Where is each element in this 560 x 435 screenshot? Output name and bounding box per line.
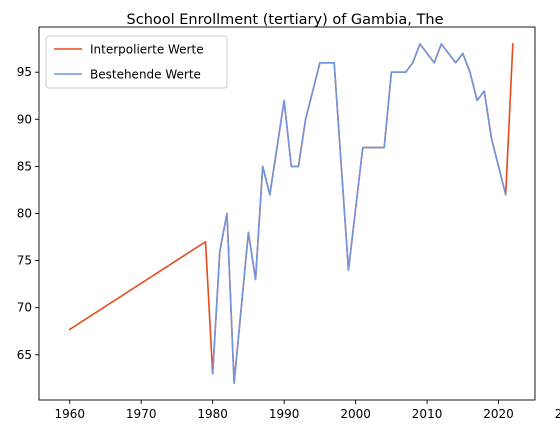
y-tick-label: 80 bbox=[17, 207, 32, 221]
y-tick-label: 75 bbox=[17, 254, 32, 268]
series-line-existing bbox=[211, 43, 507, 384]
plot-area bbox=[39, 27, 535, 400]
x-tick-label: 1980 bbox=[197, 407, 228, 421]
y-tick-label: 65 bbox=[17, 348, 32, 362]
x-tick-label: 2010 bbox=[412, 407, 443, 421]
x-tick-label: 2000 bbox=[340, 407, 371, 421]
y-tick-label: 85 bbox=[17, 159, 32, 173]
series-layer bbox=[68, 43, 514, 384]
x-tick-label: 2030 bbox=[555, 407, 560, 421]
chart-title: School Enrollment (tertiary) of Gambia, … bbox=[127, 12, 444, 28]
legend: Interpolierte Werte Bestehende Werte bbox=[45, 35, 228, 89]
x-tick-label: 1970 bbox=[126, 407, 157, 421]
y-tick-label: 90 bbox=[17, 112, 32, 126]
y-tick-label: 70 bbox=[17, 301, 32, 315]
x-tick-label: 1960 bbox=[54, 407, 85, 421]
legend-frame bbox=[45, 35, 228, 89]
x-tick-label: 1990 bbox=[269, 407, 300, 421]
legend-label-interpolated: Interpolierte Werte bbox=[90, 43, 204, 57]
x-tick-label: 2020 bbox=[483, 407, 514, 421]
axes-layer: 1960 1970 1980 1990 2000 2010 2020 2030 65 70 75 80… bbox=[17, 26, 560, 421]
y-tick-label: 95 bbox=[17, 65, 32, 79]
legend-label-existing: Bestehende Werte bbox=[90, 68, 201, 82]
